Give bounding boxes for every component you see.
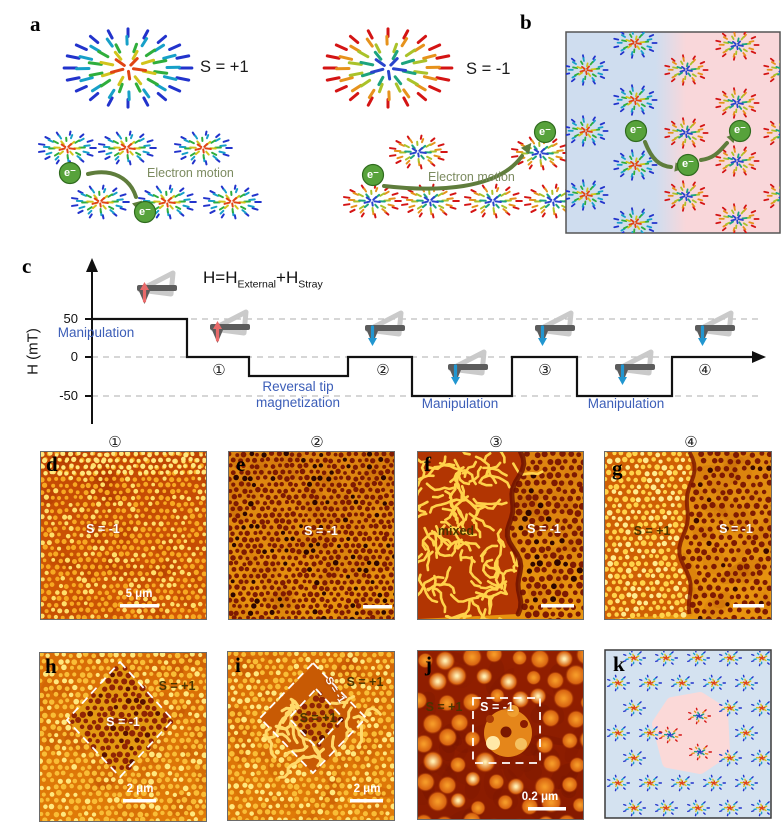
panel-a-topology-plus: S = +1 [200, 58, 249, 76]
panel-b-label: b [520, 10, 532, 34]
electron-motion-caption: Electron motion [147, 166, 234, 180]
panel-e-label: e [236, 452, 246, 476]
formula-part: +H [276, 268, 299, 287]
formula-part: H=H [203, 268, 238, 287]
scalebar-label-d: 5 μm [125, 588, 153, 600]
electron-label: e⁻ [630, 124, 642, 136]
panel-c-label: c [22, 254, 32, 278]
formula-sub-external: External [237, 278, 277, 291]
image-marker-1: ① [108, 434, 122, 451]
stm-image-g [604, 451, 772, 620]
region-label-d: S = -1 [86, 522, 120, 536]
region-label-h-outer: S = +1 [158, 679, 196, 693]
region-label-i-outer: S = +1 [346, 675, 384, 689]
y-tick-50: 50 [63, 311, 78, 326]
electron-motion-caption: Electron motion [428, 170, 515, 184]
region-label-h-inner: S = -1 [106, 715, 140, 729]
electron-label: e⁻ [139, 206, 151, 218]
region-label-f-right: S = -1 [527, 522, 561, 536]
phase-label-reversal: Reversal tip magnetization [255, 379, 341, 410]
step-marker-3: ③ [538, 362, 552, 379]
electron-label: e⁻ [64, 167, 76, 179]
field-formula: H=HExternal+HStray [203, 268, 323, 290]
region-label-j-inner: S = -1 [480, 700, 514, 714]
panel-f-label: f [424, 452, 431, 476]
panel-g-label: g [612, 456, 623, 480]
panel-a-label: a [30, 12, 41, 36]
electron-label: e⁻ [539, 126, 551, 138]
scalebar-label-h: 2 μm [126, 783, 154, 795]
region-label-f-mixed: mixed [437, 524, 475, 538]
panel-k-label: k [613, 652, 625, 676]
panel-j-label: j [425, 652, 432, 676]
panel-h-label: h [45, 654, 57, 678]
electron-label: e⁻ [682, 158, 694, 170]
image-marker-2: ② [310, 434, 324, 451]
step-marker-2: ② [376, 362, 390, 379]
y-tick-0: 0 [70, 349, 78, 364]
y-axis-label: H (mT) [24, 328, 42, 375]
electron-label: e⁻ [367, 169, 379, 181]
scalebar-label-i: 2 μm [353, 783, 381, 795]
phase-label-manipulation-2: Manipulation [421, 396, 499, 411]
region-label-g-right: S = -1 [719, 522, 753, 536]
phase-label-manipulation-3: Manipulation [587, 396, 665, 411]
stm-image-h [39, 652, 207, 822]
stm-image-d [40, 451, 207, 620]
step-marker-4: ④ [698, 362, 712, 379]
stm-image-f [417, 451, 584, 620]
region-label-j-left: S = +1 [425, 700, 463, 714]
panel-d-label: d [46, 452, 58, 476]
step-marker-1: ① [212, 362, 226, 379]
region-label-g-left: S = +1 [633, 524, 671, 538]
panel-i-label: i [235, 653, 241, 677]
region-label-e: S = -1 [304, 524, 338, 538]
electron-label: e⁻ [734, 124, 746, 136]
image-marker-4: ④ [684, 434, 698, 451]
panel-a-topology-minus: S = -1 [466, 60, 511, 78]
phase-label-manipulation-1: Manipulation [57, 325, 135, 340]
region-label-i-inner: S = +1 [299, 711, 337, 725]
stm-image-e [228, 451, 395, 620]
y-tick-neg50: -50 [59, 388, 78, 403]
image-marker-3: ③ [489, 434, 503, 451]
formula-sub-stray: Stray [298, 278, 323, 291]
scalebar-label-j: 0.2 μm [521, 791, 559, 803]
